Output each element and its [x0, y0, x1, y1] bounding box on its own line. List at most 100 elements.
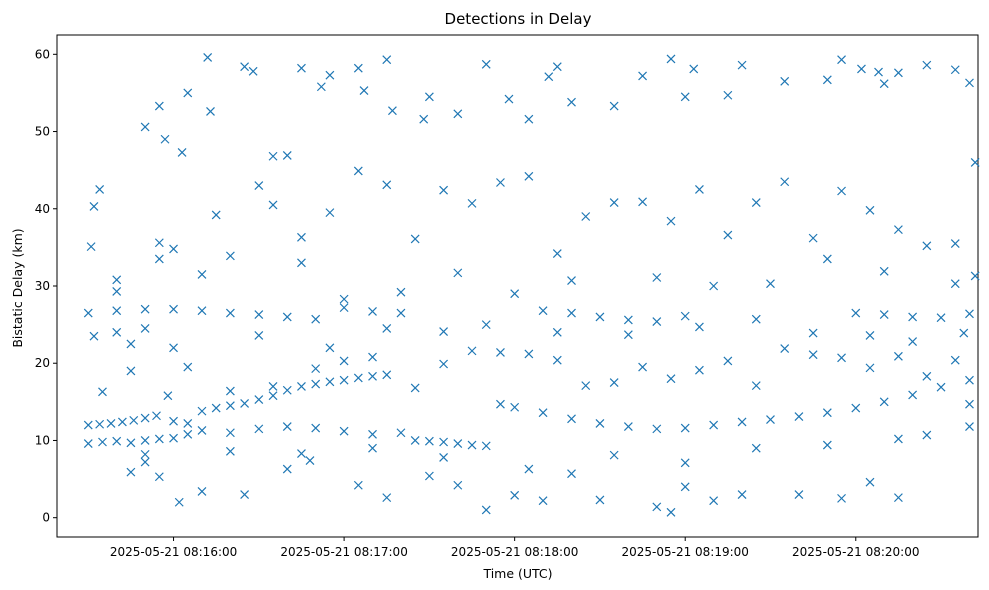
data-point	[203, 52, 213, 62]
data-point	[154, 434, 164, 444]
data-point	[908, 390, 918, 400]
data-point	[965, 309, 974, 319]
data-point	[965, 422, 974, 431]
data-point	[893, 434, 903, 444]
data-point	[552, 355, 562, 365]
data-point	[453, 109, 463, 119]
data-point	[879, 79, 889, 89]
data-point	[311, 364, 321, 374]
data-point	[325, 70, 335, 80]
data-point	[922, 241, 932, 251]
data-point	[695, 365, 704, 375]
data-point	[965, 399, 974, 409]
data-point	[396, 287, 406, 297]
data-point	[538, 408, 548, 418]
data-point	[353, 480, 363, 490]
data-point	[822, 254, 832, 264]
data-point	[140, 449, 150, 459]
data-point	[254, 395, 264, 404]
data-point	[567, 97, 576, 107]
data-point	[154, 472, 164, 482]
data-point	[225, 446, 235, 456]
data-point	[353, 63, 363, 73]
data-point	[126, 438, 136, 448]
data-point	[510, 289, 520, 299]
data-point	[382, 324, 392, 333]
data-point	[950, 355, 960, 365]
data-point	[638, 71, 647, 81]
data-point	[254, 331, 264, 340]
data-point	[382, 180, 392, 190]
data-point	[680, 311, 690, 321]
x-tick-label: 2025-05-21 08:18:00	[451, 545, 578, 559]
data-point	[197, 487, 207, 496]
data-point	[908, 337, 918, 347]
data-point	[879, 266, 889, 276]
data-point	[297, 449, 306, 459]
data-point	[240, 62, 250, 72]
data-point	[339, 375, 349, 385]
data-point	[837, 186, 846, 196]
data-point	[140, 122, 150, 132]
data-point	[89, 202, 99, 211]
data-point	[936, 313, 946, 323]
data-point	[481, 320, 491, 330]
data-point	[140, 436, 150, 445]
data-point	[595, 495, 605, 505]
data-point	[965, 375, 974, 385]
data-point	[751, 381, 761, 391]
data-point	[524, 349, 534, 359]
data-point	[225, 251, 235, 261]
data-point	[609, 101, 619, 111]
data-point	[780, 177, 790, 187]
data-markers	[83, 52, 980, 517]
data-point	[396, 428, 406, 438]
data-point	[169, 244, 178, 254]
data-point	[268, 151, 278, 161]
data-point	[737, 60, 747, 70]
data-point	[169, 343, 178, 353]
y-tick-label: 0	[42, 511, 50, 525]
data-point	[609, 198, 619, 208]
data-point	[112, 275, 122, 285]
data-point	[126, 366, 136, 376]
data-point	[822, 440, 832, 450]
data-point	[481, 505, 491, 515]
data-point	[538, 496, 548, 506]
data-point	[419, 114, 429, 124]
data-point	[163, 391, 173, 401]
data-point	[595, 419, 605, 428]
data-point	[780, 76, 790, 86]
data-point	[98, 437, 107, 447]
x-axis-label: Time (UTC)	[482, 566, 552, 581]
data-point	[225, 386, 235, 396]
data-point	[117, 417, 127, 427]
data-point	[638, 197, 647, 207]
data-point	[112, 286, 122, 296]
data-point	[481, 59, 491, 69]
y-axis-label: Bistatic Delay (km)	[10, 228, 25, 347]
data-point	[837, 353, 846, 363]
data-point	[316, 82, 326, 92]
data-point	[723, 356, 733, 366]
data-point	[183, 362, 193, 372]
data-point	[282, 422, 292, 431]
data-point	[623, 330, 633, 340]
data-point	[908, 312, 918, 322]
data-point	[808, 328, 818, 338]
data-point	[695, 322, 704, 332]
data-point	[794, 412, 804, 421]
data-point	[268, 381, 278, 391]
x-tick-label: 2025-05-21 08:16:00	[110, 545, 237, 559]
data-point	[311, 423, 321, 433]
data-point	[382, 370, 392, 380]
data-point	[950, 239, 960, 248]
data-point	[254, 424, 264, 434]
data-point	[183, 419, 193, 428]
data-point	[865, 477, 875, 487]
data-point	[83, 420, 93, 430]
data-point	[567, 414, 576, 424]
data-point	[325, 377, 335, 387]
data-point	[544, 72, 554, 82]
data-point	[410, 234, 420, 244]
